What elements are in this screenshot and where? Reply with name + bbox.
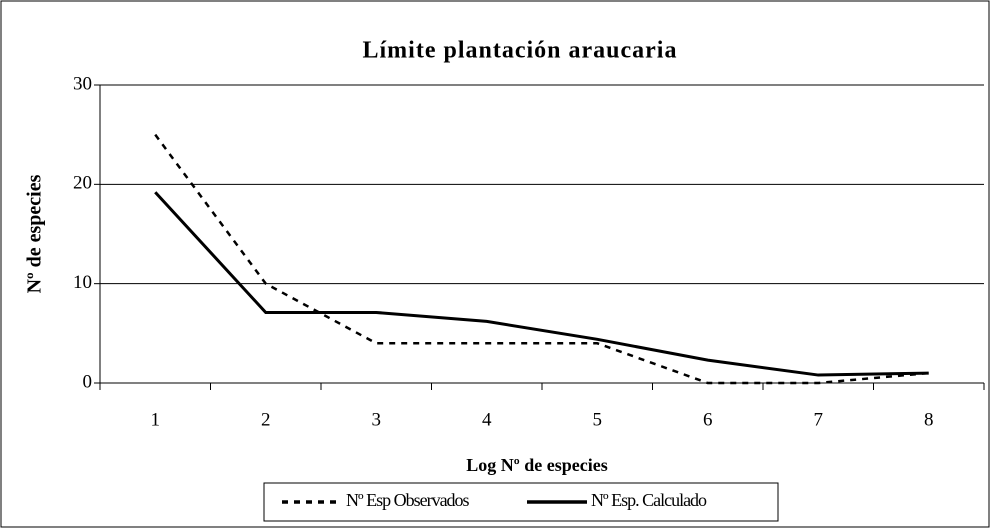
legend-label: Nº Esp Observados [346, 490, 470, 510]
y-axis-label: Nº de especies [24, 174, 46, 293]
legend-box [263, 482, 779, 522]
y-tick-label: 20 [73, 173, 92, 194]
x-tick-label: 7 [814, 409, 824, 430]
x-tick-label: 4 [482, 409, 492, 430]
y-tick-label: 10 [73, 272, 92, 293]
x-tick-label: 5 [593, 409, 603, 430]
series-line [154, 191, 929, 377]
x-tick-label: 1 [151, 409, 161, 430]
x-axis-label: Log Nº de especies [466, 455, 607, 475]
y-tick-label: 30 [73, 73, 92, 94]
x-tick-label: 2 [261, 409, 271, 430]
x-tick-label: 8 [924, 409, 934, 430]
y-tick-label: 0 [83, 371, 93, 392]
x-tick-label: 3 [372, 409, 382, 430]
legend-label: Nº Esp. Calculado [591, 490, 707, 510]
x-tick-label: 6 [703, 409, 713, 430]
series-line [154, 133, 929, 385]
chart-title: Límite plantación araucaria [363, 38, 678, 64]
